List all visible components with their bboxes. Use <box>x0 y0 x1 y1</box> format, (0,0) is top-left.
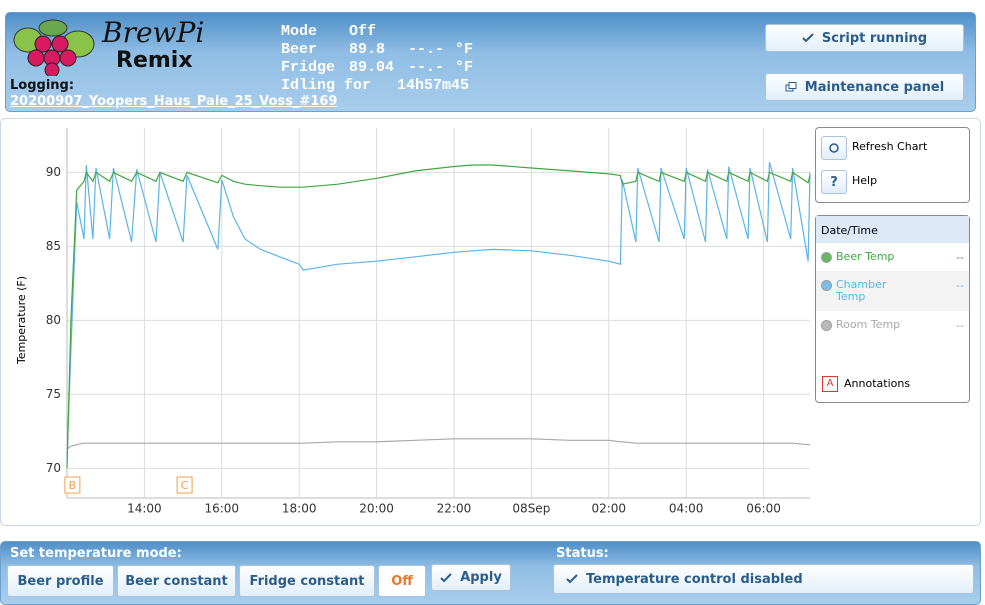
series-line <box>66 164 811 469</box>
x-tick-label: 18:00 <box>282 502 317 516</box>
apply-button[interactable]: Apply <box>431 564 511 591</box>
legend-header-bg <box>816 216 969 244</box>
beer-unit: °F <box>455 41 474 58</box>
legend-value: -- <box>956 279 964 292</box>
fridge-setting: --.- <box>408 59 445 76</box>
annotation-label: C <box>181 479 189 492</box>
state-time: 14h57m45 <box>397 77 470 94</box>
button-label: Maintenance panel <box>804 79 945 95</box>
window-icon <box>785 82 797 92</box>
logging-label: Logging: <box>10 78 75 93</box>
off-button[interactable]: Off <box>378 565 426 597</box>
logging-file[interactable]: 20200907_Yoopers_Haus_Pale_25_Voss_#169 <box>10 94 338 109</box>
y-tick-label: 80 <box>46 313 61 327</box>
fridge-constant-button[interactable]: Fridge constant <box>239 565 375 597</box>
legend-name[interactable]: Chamber Temp <box>836 278 887 303</box>
refresh-icon[interactable] <box>821 136 847 160</box>
logo-icon <box>13 19 95 76</box>
beer-setting: --.- <box>408 41 445 58</box>
fridge-label: Fridge <box>281 59 336 76</box>
help-icon[interactable]: ? <box>821 170 847 194</box>
mode-title: Set temperature mode: <box>10 546 182 561</box>
maintenance-button[interactable]: Maintenance panel <box>765 73 964 101</box>
mode-value: Off <box>349 23 377 40</box>
x-tick-label: 16:00 <box>204 502 239 516</box>
check-icon <box>802 33 814 43</box>
mode-label: Mode <box>281 23 318 40</box>
legend-row[interactable] <box>816 311 969 339</box>
legend-row[interactable] <box>816 243 969 271</box>
annotation-label: B <box>69 479 77 492</box>
x-tick-label: 14:00 <box>127 502 162 516</box>
help-label[interactable]: Help <box>852 174 878 187</box>
legend-name[interactable]: Room Temp <box>836 318 901 331</box>
legend-swatch <box>821 252 832 263</box>
y-axis-label: Temperature (F) <box>15 276 28 365</box>
logo-top: BrewPi <box>102 16 205 49</box>
check-icon <box>566 574 578 584</box>
check-icon <box>440 572 452 582</box>
state-label: Idling for <box>281 77 372 94</box>
button-label: Apply <box>460 570 502 585</box>
series-line <box>66 161 811 462</box>
logo-bottom: Remix <box>116 48 193 73</box>
y-tick-label: 70 <box>46 461 61 475</box>
legend-name[interactable]: Beer Temp <box>836 250 895 263</box>
y-tick-label: 75 <box>46 387 61 401</box>
status-text: Temperature control disabled <box>586 571 803 587</box>
annotations-label[interactable]: Annotations <box>844 377 911 390</box>
x-tick-label: 20:00 <box>359 502 394 516</box>
x-tick-label: 04:00 <box>669 502 704 516</box>
x-tick-label: 02:00 <box>591 502 626 516</box>
beer-value: 89.8 <box>349 41 386 58</box>
legend-swatch <box>821 280 832 291</box>
x-tick-label: 22:00 <box>437 502 472 516</box>
beer-profile-button[interactable]: Beer profile <box>7 565 114 597</box>
fridge-unit: °F <box>455 59 474 76</box>
chart: Temperature (F) 70 75 80 85 90 14:00 16:00 18:0… <box>15 128 811 516</box>
fridge-value: 89.04 <box>349 59 395 76</box>
y-tick-label: 90 <box>46 165 61 179</box>
beer-label: Beer <box>281 41 318 58</box>
refresh-glyph <box>829 143 839 153</box>
beer-constant-button[interactable]: Beer constant <box>117 565 236 597</box>
legend-row[interactable] <box>816 271 969 311</box>
legend-swatch <box>821 320 832 331</box>
status-box: Temperature control disabled <box>553 564 974 594</box>
script-button[interactable]: Script running <box>765 24 964 52</box>
x-tick-label: 06:00 <box>746 502 781 516</box>
series-line <box>66 438 810 450</box>
button-label: Script running <box>821 30 928 46</box>
legend-value: -- <box>956 319 964 332</box>
annotations-icon: A <box>822 376 838 392</box>
x-tick-label: 08Sep <box>512 502 550 516</box>
y-tick-label: 85 <box>46 239 61 253</box>
legend-value: -- <box>956 251 964 264</box>
chart-container <box>0 118 981 526</box>
annotation-marker <box>176 476 193 494</box>
annotation-marker <box>64 476 81 494</box>
refresh-label[interactable]: Refresh Chart <box>852 140 928 153</box>
legend-title: Date/Time <box>821 224 878 237</box>
status-title: Status: <box>556 546 609 561</box>
